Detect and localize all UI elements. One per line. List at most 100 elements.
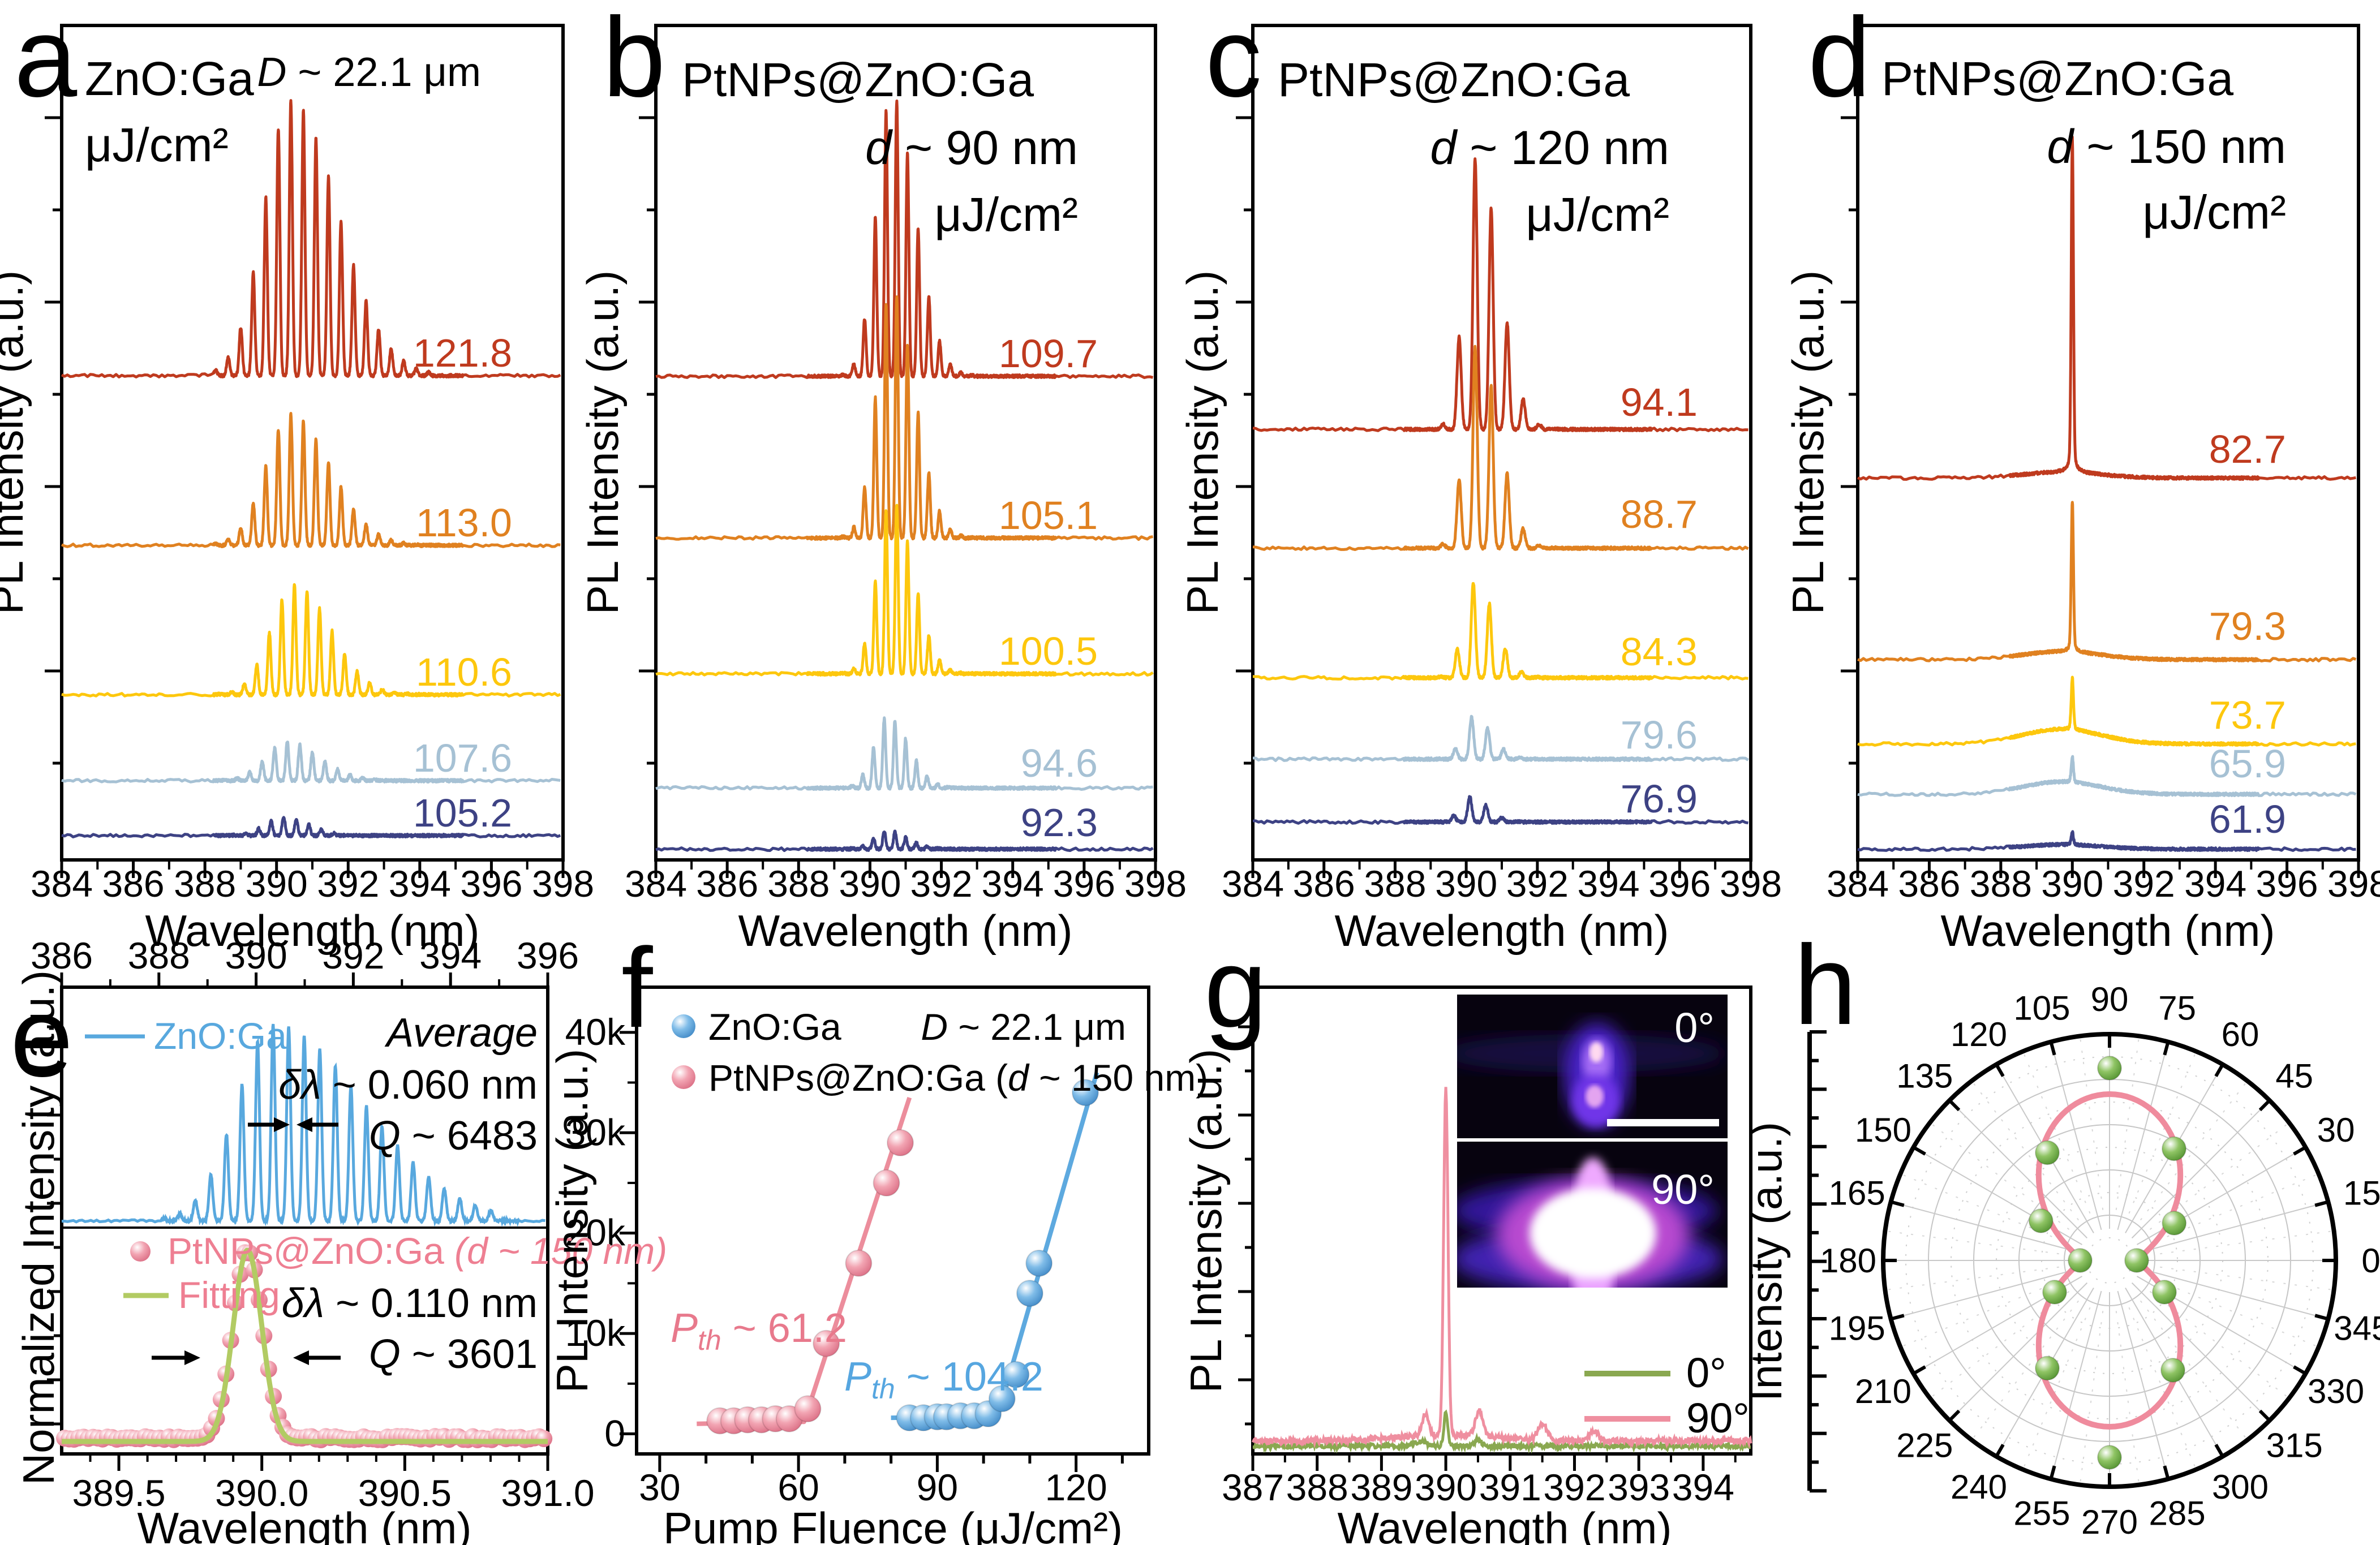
polar-angle-label: 240 (1951, 1468, 2007, 1506)
spectrum-e-znoga (61, 1023, 545, 1227)
panel-g-letter: g (1204, 925, 1267, 1051)
x-tick-label: 398 (1720, 863, 1782, 905)
spectrum-c-79.6 (1253, 715, 1749, 762)
polar-angle-label: 120 (1951, 1015, 2007, 1053)
panel-f-legend-znoga: ZnO:Ga (708, 1006, 841, 1048)
fluence-label-82.7: 82.7 (2209, 427, 2286, 471)
data-sphere (988, 1385, 1016, 1413)
panel-e-ylabel: Normalized Intensity (a.u.) (14, 970, 63, 1485)
panel-e-legend-ptnps: PtNPs@ZnO:Ga (d ~ 150 nm) (167, 1230, 667, 1272)
x-tick-label: 398 (2327, 863, 2380, 905)
top-x-tick-label: 396 (517, 935, 579, 976)
polar-angle-tick (1948, 1409, 1961, 1422)
top-x-tick-label: 388 (128, 935, 190, 976)
spectrum-a-121.8 (61, 99, 561, 378)
x-tick-label: 393 (1608, 1466, 1670, 1508)
y-tick-label: 0 (604, 1413, 625, 1454)
fluence-label-65.9: 65.9 (2209, 742, 2286, 786)
panel-h-letter: h (1794, 922, 1857, 1048)
legend-sphere-pink (130, 1241, 151, 1262)
polar-angle-label: 45 (2275, 1057, 2313, 1095)
x-tick-label: 384 (625, 863, 687, 905)
glow-lower-core (1586, 1085, 1604, 1108)
panel-c-chart: 384 386 388 390 392 394 396 398 94.1 88.7 84.3 79.6… (1222, 24, 1782, 905)
spectrum-b-109.7 (655, 99, 1154, 379)
x-tick-label: 390 (2041, 863, 2103, 905)
polar-angle-label: 330 (2308, 1372, 2364, 1410)
spectrum-b-105.1 (655, 295, 1153, 541)
fluence-label-76.9: 76.9 (1621, 777, 1698, 821)
panel-c-xlabel: Wavelength (nm) (1335, 906, 1669, 956)
polar-spoke (2117, 1042, 2169, 1230)
data-sphere (1025, 1249, 1053, 1277)
panel-f-pth-blue: Pth ~ 104.2 (844, 1354, 1043, 1405)
bottom-x-tick-label: 390.5 (358, 1472, 452, 1514)
panel-a-chart: 384 386 388 390 392 394 396 398 121.8 113.0 110.6 1… (31, 24, 594, 905)
panel-f-pth-pink: Pth ~ 61.2 (671, 1306, 847, 1356)
data-sphere (873, 1169, 900, 1197)
x-tick-label: 394 (1672, 1466, 1734, 1508)
panel-a-title: ZnO:Ga (85, 52, 254, 105)
x-tick-label: 387 (1222, 1466, 1284, 1508)
polar-angle-label: 60 (2222, 1015, 2259, 1053)
data-sphere (887, 1129, 914, 1156)
polar-data-sphere (2097, 1445, 2122, 1470)
spectrum-b-92.3 (655, 829, 1154, 852)
spectrum-a-110.6 (61, 583, 561, 698)
x-tick-label: 390 (1435, 863, 1497, 905)
bottom-x-tick-label: 390.0 (215, 1472, 308, 1514)
polar-angle-tick (2314, 1200, 2329, 1207)
x-tick-label: 388 (767, 863, 830, 905)
x-tick-label: 90 (917, 1466, 958, 1508)
panel-b-title: PtNPs@ZnO:Ga (682, 53, 1034, 106)
panel-g-frame (1251, 985, 1752, 1456)
polar-angle-tick (1995, 1064, 2005, 1077)
polar-angle-label: 255 (2013, 1494, 2070, 1532)
polar-spoke (2117, 1290, 2169, 1479)
polar-angle-tick (1890, 1200, 1905, 1207)
polar-spoke (1949, 1100, 2088, 1239)
polar-spoke (2131, 1100, 2270, 1239)
fluence-label-105.2: 105.2 (413, 791, 512, 835)
fluence-label-109.7: 109.7 (999, 332, 1098, 376)
panel-c-ylabel: PL Intensity (a.u.) (1178, 270, 1227, 614)
polar-angle-label: 165 (1829, 1174, 1885, 1212)
polar-data-sphere (2097, 1056, 2122, 1081)
arrow-head (297, 1117, 312, 1132)
polar-spoke (2050, 1042, 2102, 1230)
x-tick-label: 389 (1350, 1466, 1412, 1508)
panel-g-inset-0deg-label: 0° (1674, 1004, 1715, 1051)
x-tick-label: 30 (639, 1466, 680, 1508)
x-tick-label: 384 (1222, 863, 1284, 905)
x-tick-label: 396 (2256, 863, 2318, 905)
polar-spoke (2131, 1282, 2270, 1421)
x-tick-label: 392 (910, 863, 973, 905)
x-tick-label: 392 (2113, 863, 2175, 905)
x-tick-label: 392 (1506, 863, 1569, 905)
x-tick-label: 386 (696, 863, 758, 905)
polar-angle-label: 285 (2149, 1494, 2206, 1532)
x-tick-label: 388 (174, 863, 236, 905)
polar-spoke-dashed (2128, 1051, 2197, 1214)
panel-e-xlabel: Wavelength (nm) (138, 1503, 472, 1545)
panel-a-subtitle: μJ/cm² (85, 118, 229, 171)
spectrum-d-79.3 (1857, 501, 2357, 662)
x-tick-label: 60 (777, 1466, 819, 1508)
polar-angle-tick (2293, 1365, 2306, 1375)
panel-c-subtitle: μJ/cm² (1526, 188, 1669, 241)
polar-spoke (1891, 1268, 2080, 1320)
panel-e-dl-top: δλ ~ 0.060 nm (278, 1062, 538, 1108)
fluence-label-73.7: 73.7 (2209, 693, 2286, 737)
bottom-x-tick-label: 391.0 (501, 1472, 594, 1514)
x-tick-label: 392 (317, 863, 379, 905)
spectrum-a-105.2 (61, 816, 561, 838)
spectrum-b-94.6 (655, 716, 1153, 791)
x-tick-label: 384 (1827, 863, 1889, 905)
panel-e-chart: 386 388 390 392 394 396 389.5 390.0 390.5 391.0 (31, 935, 595, 1514)
x-tick-label: 386 (1293, 863, 1355, 905)
polar-spoke (1949, 1282, 2088, 1421)
polar-data-sphere (2160, 1358, 2185, 1383)
x-tick-label: 390 (246, 863, 308, 905)
spectrum-c-94.1 (1252, 157, 1749, 432)
